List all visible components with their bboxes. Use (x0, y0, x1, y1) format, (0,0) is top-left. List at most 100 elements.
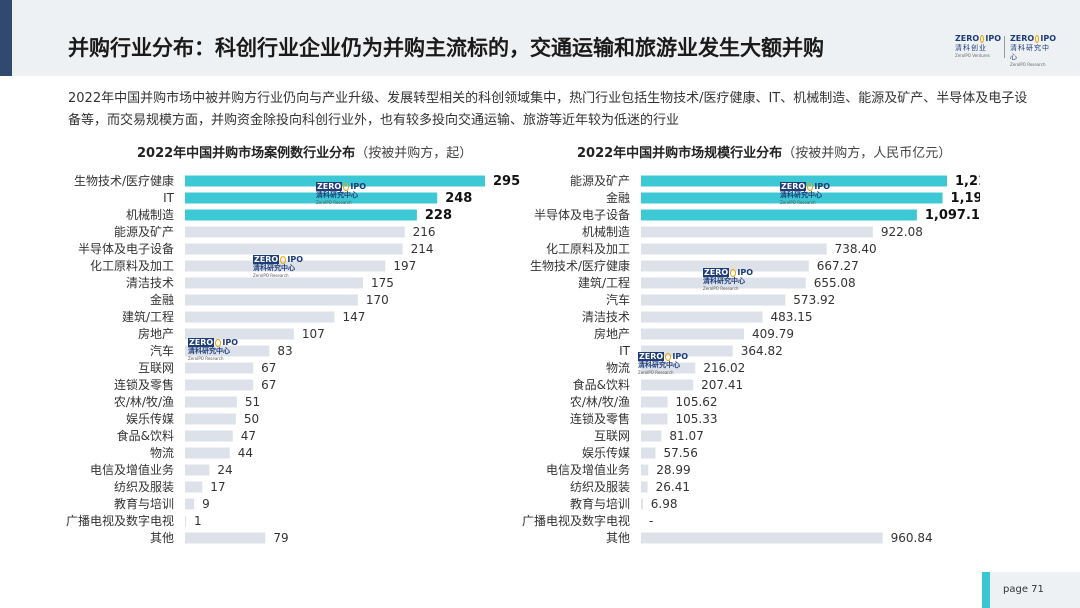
bar (185, 294, 358, 306)
value-label: 57.56 (663, 446, 697, 460)
bar (185, 192, 438, 204)
category-label: 生物技术/医疗健康 (74, 173, 174, 188)
wm-cn: 清科研究中心 (188, 347, 230, 355)
wm-en: ZeroIPO Research (638, 370, 674, 375)
page-accent-bar (982, 572, 990, 608)
wm-brand-a: ZERO (316, 182, 343, 191)
value-label: 1,199.21 (951, 191, 980, 206)
category-label: 娱乐传媒 (582, 445, 630, 460)
wm-ring-icon (730, 268, 737, 277)
title-accent-bar (0, 0, 12, 76)
value-label: 214 (411, 242, 434, 256)
bar (185, 362, 254, 374)
wm-brand-a: ZERO (638, 352, 665, 361)
value-label: 79 (273, 531, 288, 545)
value-label: 216 (413, 225, 436, 239)
category-label: 房地产 (594, 326, 630, 341)
bar (641, 209, 917, 221)
bar (185, 413, 236, 425)
value-label: 26.41 (656, 480, 690, 494)
value-label: 1,097.13 (925, 208, 980, 223)
category-label: 机械制造 (126, 207, 174, 222)
value-label: 922.08 (881, 225, 923, 239)
value-label: 6.98 (651, 497, 678, 511)
category-label: 纺织及服装 (114, 480, 174, 494)
wm-en: ZeroIPO Research (188, 356, 224, 361)
category-label: 农/林/牧/渔 (114, 395, 174, 409)
bar (185, 498, 195, 510)
left-chart-title-main: 2022年中国并购市场案例数行业分布 (137, 146, 356, 161)
wm-ring-icon (215, 338, 222, 347)
category-label: 汽车 (150, 343, 174, 358)
page-number: page 71 (1003, 584, 1044, 595)
logo-ring-icon (1035, 35, 1040, 43)
bar (185, 532, 266, 544)
intro-paragraph: 2022年中国并购市场中被并购方行业仍向与产业升级、发展转型相关的科创领域集中，… (68, 91, 1028, 128)
bar (185, 175, 485, 187)
value-label: 170 (366, 293, 389, 307)
category-label: 金融 (150, 292, 174, 307)
value-label: 24 (217, 463, 232, 477)
bar (185, 209, 417, 221)
logo-cn: 清科创业 (955, 44, 987, 52)
category-label: 连锁及零售 (114, 377, 174, 392)
value-label: 47 (241, 429, 256, 443)
category-label: 娱乐传媒 (126, 411, 174, 426)
bar (641, 532, 883, 544)
value-label: 248 (445, 191, 472, 206)
wm-brand-b: IPO (814, 182, 830, 191)
category-label: 食品&饮料 (573, 377, 630, 392)
bar (641, 498, 643, 510)
bar (641, 175, 947, 187)
wm-en: ZeroIPO Research (780, 200, 816, 205)
bar (185, 515, 187, 527)
wm-ring-icon (665, 352, 672, 361)
wm-en: ZeroIPO Research (703, 286, 739, 291)
category-label: 电信及增值业务 (546, 462, 630, 477)
right-chart-title-main: 2022年中国并购市场规模行业分布 (577, 146, 783, 161)
category-label: 建筑/工程 (578, 275, 630, 290)
value-label: 105.62 (676, 395, 718, 409)
right-chart-title: 2022年中国并购市场规模行业分布（按被并购方，人民币亿元） (577, 142, 951, 161)
right-chart-subtitle: （按被并购方，人民币亿元） (782, 146, 952, 161)
value-label: 83 (277, 344, 292, 358)
bar (641, 260, 809, 272)
value-label: 17 (210, 480, 225, 494)
category-label: 清洁技术 (126, 276, 174, 290)
bar (185, 243, 403, 255)
category-label: 物流 (606, 361, 630, 375)
value-label: 197 (393, 259, 416, 273)
bar (185, 430, 233, 442)
watermark-logo: ZERO IPO 清科研究中心 ZeroIPO Research (638, 352, 688, 380)
bar (185, 311, 335, 323)
watermark-logo: ZERO IPO 清科研究中心 ZeroIPO Research (253, 255, 303, 283)
bar (185, 328, 294, 340)
wm-brand-a: ZERO (780, 182, 807, 191)
logo-cn: 清科研究中心 (1010, 44, 1050, 61)
page-number-box (990, 572, 1080, 608)
wm-ring-icon (807, 182, 814, 191)
bar (641, 277, 806, 289)
bar (185, 260, 386, 272)
bar (641, 481, 648, 493)
value-label: 1 (194, 514, 202, 528)
watermark-logo: ZERO IPO 清科研究中心 ZeroIPO Research (188, 338, 238, 366)
bar (641, 430, 662, 442)
category-label: 金融 (606, 190, 630, 205)
watermark-logo: ZERO IPO 清科研究中心 ZeroIPO Research (316, 182, 366, 210)
bar (641, 226, 873, 238)
value-label: 67 (261, 378, 276, 392)
logo-en: ZeroIPO Ventures (955, 53, 990, 58)
category-label: 汽车 (606, 292, 630, 307)
bar (185, 379, 254, 391)
category-label: 清洁技术 (582, 310, 630, 324)
zeroipo-ventures-logo: ZERO IPO 清科创业 ZeroIPO Ventures (955, 34, 1001, 60)
left-chart-title: 2022年中国并购市场案例数行业分布（按被并购方，起） (137, 142, 472, 161)
value-label: 175 (371, 276, 394, 290)
category-label: 其他 (606, 531, 630, 545)
category-label: 房地产 (138, 326, 174, 341)
bar (641, 294, 786, 306)
deal-size-bar-chart: 能源及矿产 1,216.96 金融 1,199.21 半导体及电子设备 1,097.13 机… (522, 174, 980, 545)
value-label: - (649, 514, 653, 528)
bar (641, 243, 827, 255)
